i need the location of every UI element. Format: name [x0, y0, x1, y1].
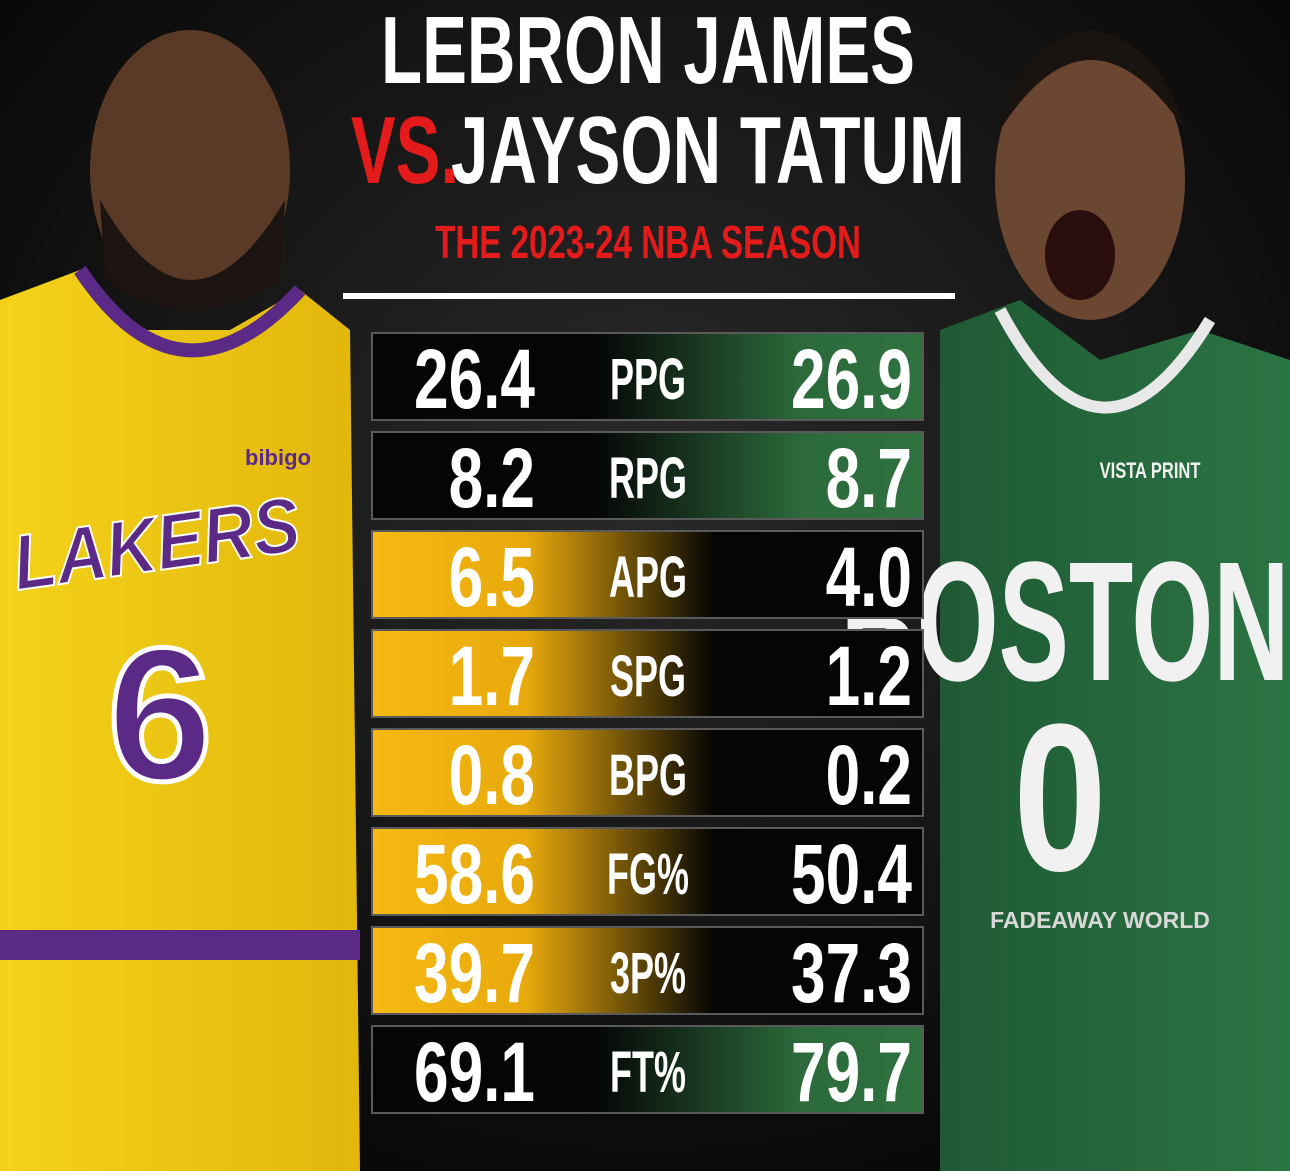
row-background	[371, 332, 924, 421]
right-value: 0.2	[826, 728, 912, 822]
stat-row: 1.7 SPG 1.2	[371, 629, 924, 723]
left-value: 8.2	[449, 431, 535, 525]
stat-label: SPG	[610, 644, 686, 709]
right-head	[995, 40, 1185, 320]
stat-table: 26.4 PPG 26.98.2 RPG 8.76.5 APG 4.01.7 SPG 1.20.…	[371, 332, 924, 1119]
right-value: 8.7	[826, 431, 912, 525]
stat-label: FT%	[610, 1040, 686, 1105]
stat-label: RPG	[609, 446, 687, 511]
left-value: 26.4	[414, 332, 535, 426]
divider	[343, 293, 955, 299]
row-background	[371, 431, 924, 520]
left-head	[90, 30, 290, 310]
subtitle: THE 2023-24 NBA SEASON	[435, 218, 861, 268]
row-background	[371, 728, 924, 817]
right-mouth	[1045, 210, 1115, 300]
right-number: 0	[1013, 681, 1106, 915]
stat-row: 39.7 3P% 37.3	[371, 926, 924, 1020]
stat-label: FG%	[607, 842, 689, 907]
left-collar	[74, 266, 306, 358]
right-collar	[994, 307, 1216, 414]
left-value: 1.7	[449, 629, 535, 723]
right-value: 26.9	[791, 332, 912, 426]
stat-row: 58.6 FG% 50.4	[371, 827, 924, 921]
row-background	[371, 827, 924, 916]
title-line2: JAYSON TATUM	[451, 96, 965, 204]
right-value: 37.3	[791, 926, 912, 1020]
right-jersey	[940, 300, 1290, 1171]
row-background	[371, 1025, 924, 1114]
row-background	[371, 926, 924, 1015]
left-sponsor: bibigo	[245, 445, 311, 470]
left-value: 69.1	[414, 1025, 535, 1119]
title-line1: LEBRON JAMES	[381, 0, 915, 104]
stat-row: 6.5 APG 4.0	[371, 530, 924, 624]
right-value: 1.2	[826, 629, 912, 723]
stat-label: 3P%	[610, 941, 686, 1006]
stat-row: 8.2 RPG 8.7	[371, 431, 924, 525]
row-background	[371, 629, 924, 718]
left-value: 39.7	[414, 926, 535, 1020]
right-value: 50.4	[791, 827, 912, 921]
right-sponsor: VISTA PRINT	[1100, 459, 1201, 484]
left-value: 6.5	[449, 530, 535, 624]
left-beard	[100, 200, 285, 310]
right-value: 4.0	[826, 530, 912, 624]
left-value: 58.6	[414, 827, 535, 921]
stat-label: PPG	[610, 347, 686, 412]
left-waistband	[0, 930, 360, 960]
left-number: 6	[107, 609, 213, 821]
stat-row: 26.4 PPG 26.9	[371, 332, 924, 426]
stat-label: BPG	[609, 743, 687, 808]
stat-row: 69.1 FT% 79.7	[371, 1025, 924, 1119]
row-background	[371, 530, 924, 619]
left-value: 0.8	[449, 728, 535, 822]
stat-label: APG	[609, 545, 687, 610]
right-value: 79.7	[791, 1025, 912, 1119]
left-player: LAKERS 6 bibigo	[0, 30, 360, 1171]
right-hair	[1000, 30, 1185, 130]
title-vs: VS.	[351, 96, 459, 204]
watermark: FADEAWAY WORLD	[990, 907, 1210, 933]
right-player: BOSTON 0 VISTA PRINT FADEAWAY WORLD	[841, 30, 1290, 1171]
stat-row: 0.8 BPG 0.2	[371, 728, 924, 822]
